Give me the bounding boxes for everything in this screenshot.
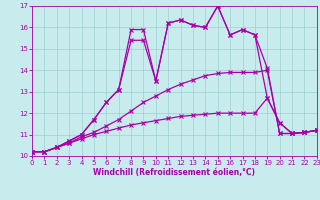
X-axis label: Windchill (Refroidissement éolien,°C): Windchill (Refroidissement éolien,°C) [93,168,255,177]
